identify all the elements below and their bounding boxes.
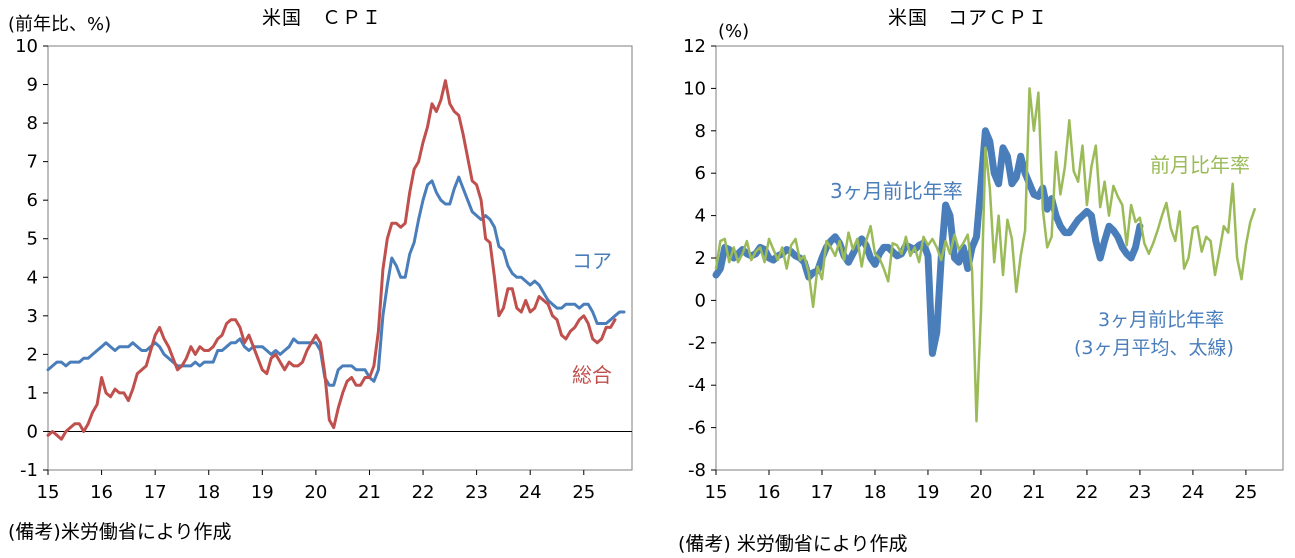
y-tick-label: 5 bbox=[27, 229, 38, 250]
x-tick-label: 21 bbox=[358, 482, 381, 503]
x-tick-label: 20 bbox=[304, 482, 327, 503]
x-tick-label: 17 bbox=[144, 482, 167, 503]
y-tick-label: -4 bbox=[688, 375, 706, 396]
y-tick-label: 3 bbox=[27, 306, 38, 327]
y-tick-label: 4 bbox=[695, 206, 706, 227]
right-annotation-3m-b: 3ヶ月前比年率 bbox=[1098, 309, 1224, 331]
right-ylabel: (%) bbox=[718, 21, 749, 42]
y-tick-label: 0 bbox=[27, 421, 38, 442]
series-line-b bbox=[46, 79, 617, 441]
y-tick-label: 12 bbox=[683, 36, 706, 57]
y-tick-label: 2 bbox=[695, 248, 706, 269]
x-tick-label: 23 bbox=[1128, 482, 1151, 503]
series-line-a bbox=[46, 175, 626, 387]
x-tick-label: 24 bbox=[519, 482, 542, 503]
y-tick-label: 8 bbox=[695, 121, 706, 142]
left-annotation-core: コア bbox=[572, 249, 612, 273]
y-tick-label: 6 bbox=[27, 190, 38, 211]
x-tick-label: 19 bbox=[251, 482, 274, 503]
x-tick-label: 16 bbox=[758, 482, 781, 503]
x-tick-label: 24 bbox=[1181, 482, 1204, 503]
plot-frame bbox=[47, 45, 633, 471]
series-line-b bbox=[714, 87, 1256, 423]
y-tick-label: 6 bbox=[695, 163, 706, 184]
right-title: 米国 コアＣＰＩ bbox=[888, 7, 1048, 29]
series-line-a bbox=[712, 127, 1144, 357]
left-source-note: (備考)米労働省により作成 bbox=[8, 521, 231, 543]
x-tick-label: 19 bbox=[917, 482, 940, 503]
x-tick-label: 23 bbox=[465, 482, 488, 503]
left-ylabel: (前年比、%) bbox=[8, 14, 111, 35]
y-tick-label: 1 bbox=[27, 383, 38, 404]
y-tick-label: 9 bbox=[27, 75, 38, 96]
right-annotation-3m: 3ヶ月前比年率 bbox=[830, 179, 963, 203]
y-tick-label: 10 bbox=[15, 36, 38, 57]
y-tick-label: 10 bbox=[683, 78, 706, 99]
y-tick-label: 0 bbox=[695, 290, 706, 311]
x-tick-label: 25 bbox=[572, 482, 595, 503]
y-tick-label: 4 bbox=[27, 267, 38, 288]
y-tick-label: -1 bbox=[20, 460, 38, 481]
right-source-note: (備考) 米労働省により作成 bbox=[678, 533, 908, 555]
x-tick-label: 15 bbox=[705, 482, 728, 503]
x-tick-label: 15 bbox=[37, 482, 60, 503]
x-tick-label: 16 bbox=[90, 482, 113, 503]
x-tick-label: 20 bbox=[970, 482, 993, 503]
x-tick-label: 21 bbox=[1022, 482, 1045, 503]
left-annotation-headline: 総合 bbox=[572, 363, 612, 387]
x-tick-label: 25 bbox=[1234, 482, 1257, 503]
y-tick-label: 7 bbox=[27, 152, 38, 173]
x-tick-label: 17 bbox=[811, 482, 834, 503]
y-tick-label: 2 bbox=[27, 344, 38, 365]
y-tick-label: -6 bbox=[688, 418, 706, 439]
x-tick-label: 18 bbox=[197, 482, 220, 503]
right-annotation-3m-note: (3ヶ月平均、太線) bbox=[1074, 337, 1234, 359]
y-tick-label: -8 bbox=[688, 460, 706, 481]
y-tick-label: -2 bbox=[688, 333, 706, 354]
left-title: 米国 ＣＰＩ bbox=[262, 7, 382, 29]
x-tick-label: 22 bbox=[412, 482, 435, 503]
x-tick-label: 22 bbox=[1075, 482, 1098, 503]
y-tick-label: 8 bbox=[27, 113, 38, 134]
right-annotation-mom: 前月比年率 bbox=[1150, 153, 1250, 177]
x-tick-label: 18 bbox=[864, 482, 887, 503]
